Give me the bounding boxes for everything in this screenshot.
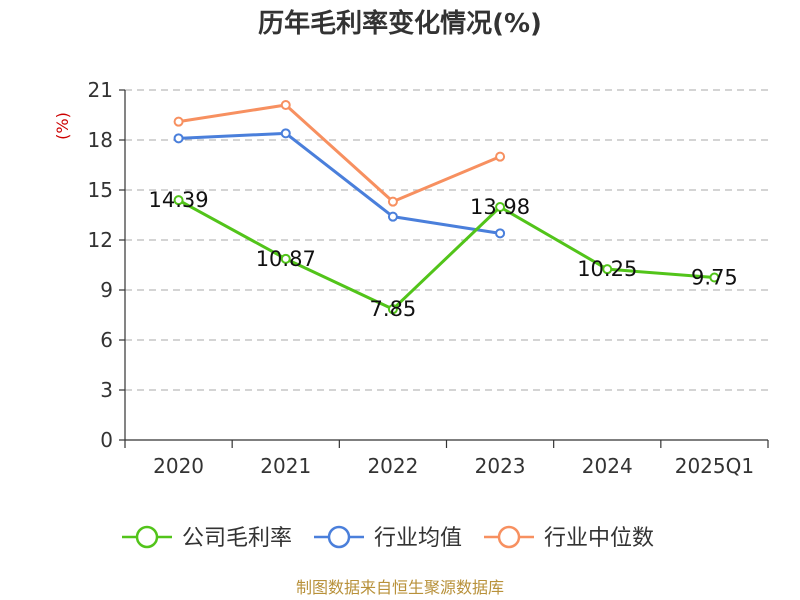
legend-label-3: 行业中位数 <box>544 526 654 551</box>
series-3-point-0 <box>173 116 184 127</box>
data-label-5: 9.75 <box>691 266 738 290</box>
x-tick-label-2024: 2024 <box>582 454 633 478</box>
y-tick-label-9: 9 <box>100 278 113 302</box>
y-tick-label-12: 12 <box>88 228 113 252</box>
data-label-2: 7.85 <box>370 297 417 321</box>
x-tick-label-2023: 2023 <box>475 454 526 478</box>
series-1-point-1 <box>280 253 291 264</box>
series-3-point-3 <box>495 151 506 162</box>
data-label-0: 14.39 <box>149 188 209 212</box>
legend-marker-3 <box>497 525 521 549</box>
data-label-4: 10.25 <box>577 257 637 281</box>
series-1-point-3 <box>495 202 506 212</box>
series-3-point-1 <box>280 100 291 110</box>
series-layer <box>173 100 720 315</box>
series-1-point-5 <box>709 272 720 283</box>
series-1-point-2 <box>387 304 398 315</box>
y-tick-label-18: 18 <box>88 128 113 152</box>
series-line-1 <box>177 198 715 311</box>
series-line-3 <box>178 103 501 204</box>
series-1-point-0 <box>173 195 184 206</box>
y-unit-label: (%) <box>53 112 72 140</box>
series-1-point-4 <box>602 264 613 275</box>
legend: 公司毛利率 行业均值 行业中位数 <box>122 525 654 551</box>
series-2-point-3 <box>495 228 506 239</box>
series-line-2 <box>178 131 501 235</box>
x-tick-label-2025Q1: 2025Q1 <box>675 454 754 478</box>
legend-marker-1 <box>135 525 159 549</box>
x-tick-label-2022: 2022 <box>367 454 418 478</box>
source-note: 制图数据来自恒生聚源数据库 <box>296 578 504 597</box>
series-2-point-2 <box>387 211 398 222</box>
series-2-point-0 <box>173 133 184 144</box>
x-tick-label-2021: 2021 <box>260 454 311 478</box>
legend-label-1: 公司毛利率 <box>182 526 292 551</box>
legend-marker-2 <box>327 525 351 549</box>
x-tick-label-2020: 2020 <box>153 454 204 478</box>
chart-title: 历年毛利率变化情况(%) <box>258 8 542 39</box>
y-tick-label-0: 0 <box>100 428 113 452</box>
y-tick-label-6: 6 <box>100 328 113 352</box>
axes: 0 3 6 9 12 15 18 21 2020 2021 2022 2023 2024 2025Q1 <box>88 78 769 478</box>
data-label-1: 10.87 <box>256 247 316 271</box>
legend-label-2: 行业均值 <box>374 526 462 551</box>
y-tick-label-21: 21 <box>88 78 113 102</box>
data-label-3: 13.98 <box>470 195 530 219</box>
series-2-point-1 <box>280 128 291 139</box>
series-3-point-2 <box>387 196 398 207</box>
y-tick-label-3: 3 <box>100 378 113 402</box>
data-labels: 14.39 10.87 7.85 13.98 10.25 9.75 <box>149 188 738 321</box>
y-tick-label-15: 15 <box>88 178 113 202</box>
